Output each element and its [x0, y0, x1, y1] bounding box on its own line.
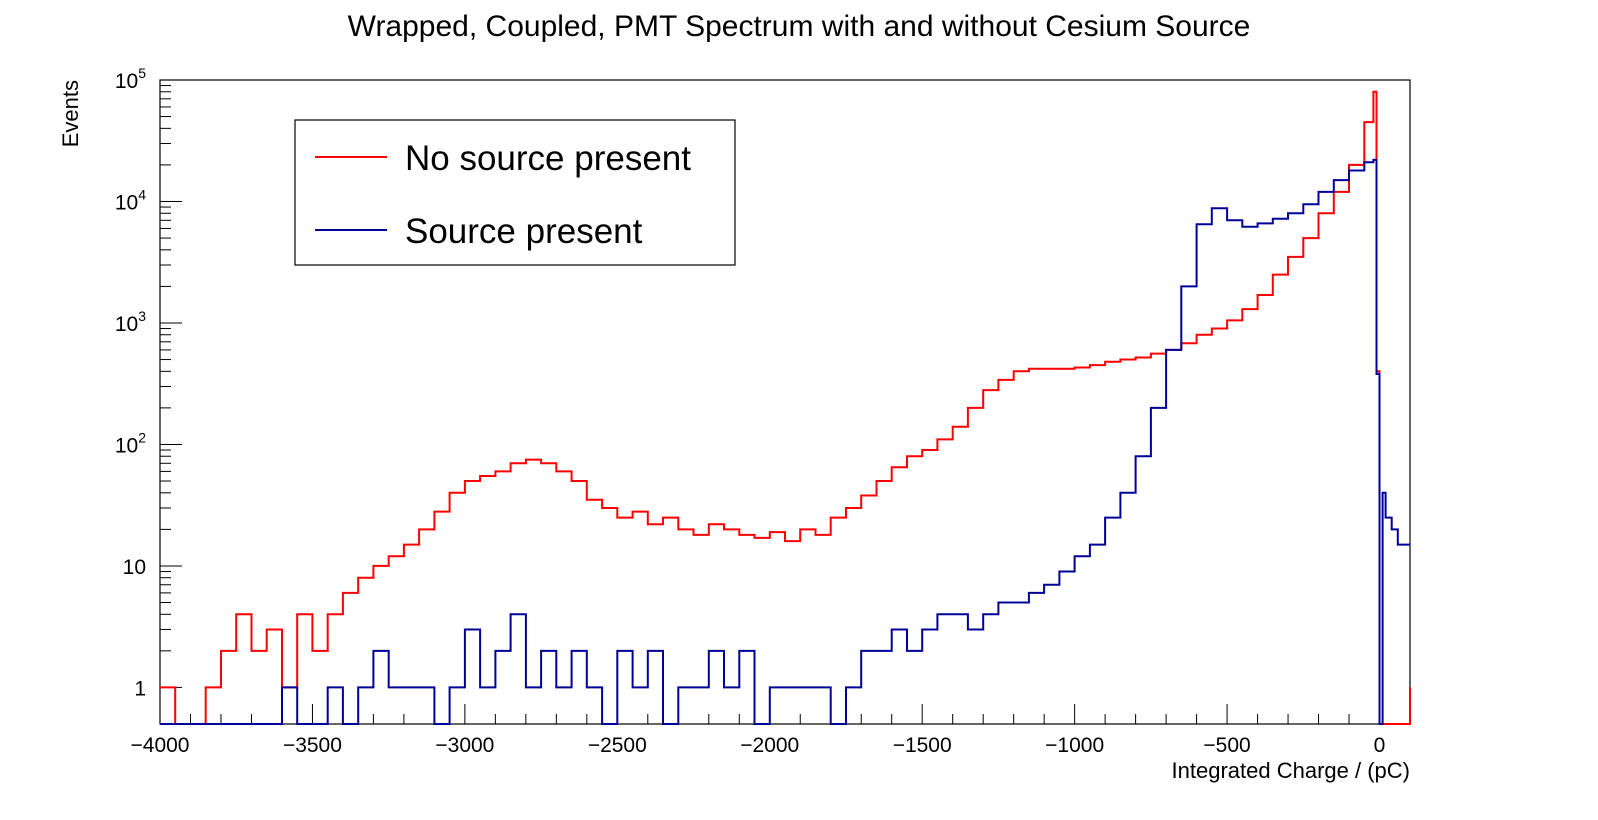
x-tick-label: −3000 — [435, 734, 494, 757]
y-tick-label: 104 — [115, 186, 146, 214]
x-tick-label: −2000 — [740, 734, 799, 757]
legend: No source present Source present — [294, 119, 736, 266]
y-axis-title: Events — [58, 80, 83, 147]
y-tick-label: 1 — [134, 677, 146, 700]
legend-label-source: Source present — [405, 212, 643, 251]
series-layer — [160, 90, 1411, 725]
x-tick-label: −1000 — [1045, 734, 1104, 757]
x-axis-ticks: −4000 −3500 −3000 −2500 −2000 −1500 −1000 −500 0 — [131, 704, 1411, 757]
series-0-line — [160, 90, 1411, 725]
x-tick-label: 0 — [1374, 734, 1386, 757]
chart-title: Wrapped, Coupled, PMT Spectrum with and … — [347, 10, 1251, 43]
x-tick-label: −500 — [1203, 734, 1250, 757]
y-tick-label: 103 — [115, 308, 146, 336]
legend-label-no-source: No source present — [405, 139, 691, 178]
x-tick-label: −4000 — [131, 734, 190, 757]
legend-box — [294, 119, 736, 266]
plot-frame — [159, 79, 1411, 725]
x-tick-label: −2500 — [588, 734, 647, 757]
x-axis-title: Integrated Charge / (pC) — [1172, 758, 1410, 783]
x-tick-label: −1500 — [893, 734, 952, 757]
y-tick-label: 102 — [115, 429, 146, 457]
series-1-line — [160, 158, 1410, 725]
y-tick-label: 105 — [115, 65, 146, 93]
y-tick-label: 10 — [123, 556, 146, 579]
x-tick-label: −3500 — [283, 734, 342, 757]
y-axis-ticks: 1 10 102 103 104 105 — [115, 65, 182, 700]
